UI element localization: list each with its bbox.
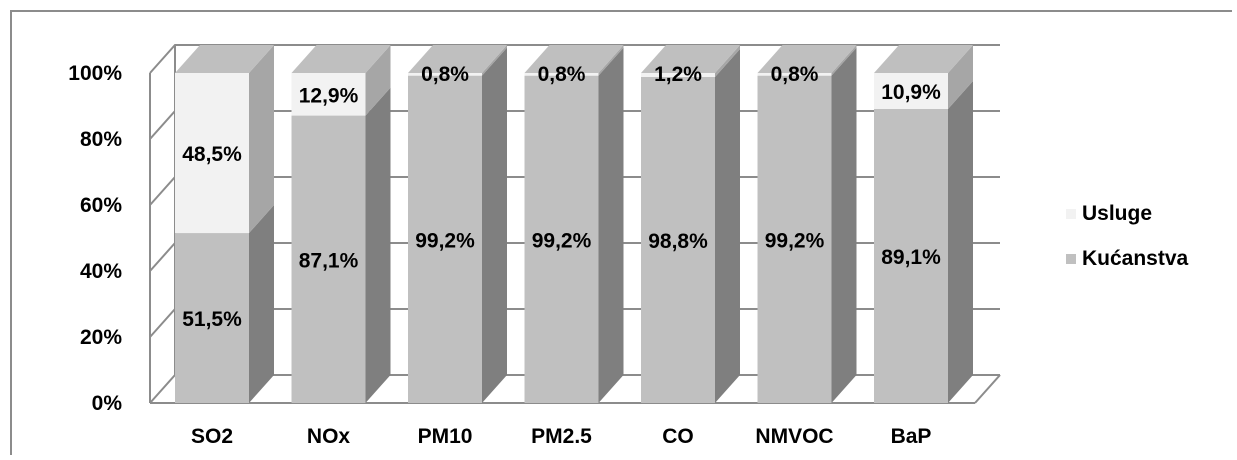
bar-top-face <box>874 45 973 73</box>
bar-segment-usluge <box>408 73 482 76</box>
data-label: 0,8% <box>421 63 469 86</box>
bar-top-face <box>175 45 274 73</box>
bar-segment-kucanstva <box>524 75 599 403</box>
bar-top-face <box>641 45 740 73</box>
y-tick-label: 40% <box>80 260 122 283</box>
bar-side-face <box>365 87 391 403</box>
bar-segment-kucanstva <box>291 115 366 403</box>
bar-segment-kucanstva <box>874 108 948 403</box>
data-label: 99,2% <box>765 229 825 252</box>
floor-right-edge <box>974 374 1001 404</box>
x-tick-label: CO <box>662 425 694 448</box>
bar-side-face <box>598 45 624 76</box>
x-tick-label: NMVOC <box>755 425 833 448</box>
legend-swatch <box>1066 254 1076 264</box>
legend-label: Usluge <box>1082 202 1152 225</box>
bar-side-face <box>249 45 274 234</box>
data-label: 1,2% <box>654 63 702 86</box>
data-label: 87,1% <box>299 249 359 272</box>
data-label: 48,5% <box>182 143 242 166</box>
legend-swatch <box>1066 209 1076 219</box>
data-label: 12,9% <box>299 84 359 107</box>
y-tick-label: 0% <box>92 392 123 415</box>
legend: Usluge Kućanstva <box>1066 202 1189 270</box>
x-tick-label: PM10 <box>418 425 473 448</box>
bar-segment-usluge <box>524 73 599 76</box>
data-label: 51,5% <box>182 308 242 331</box>
x-tick-label: NOx <box>307 425 351 448</box>
bar-side-face <box>249 205 274 403</box>
y-tick-label: 20% <box>80 326 122 349</box>
bar-side-face <box>482 47 507 403</box>
data-label: 89,1% <box>881 246 941 269</box>
bar-side-face <box>365 45 391 116</box>
bar-segment-kucanstva <box>408 75 482 403</box>
bar-segment-usluge <box>874 73 948 109</box>
bar-segment-kucanstva <box>757 75 832 403</box>
y-tick-label: 80% <box>80 128 122 151</box>
data-label: 99,2% <box>415 229 475 252</box>
y-tick-label: 60% <box>80 194 122 217</box>
y-tick-label: 100% <box>68 62 122 85</box>
bar-top-face <box>757 45 857 73</box>
bar-side-face <box>715 48 740 404</box>
bar-top-face <box>291 45 391 73</box>
data-label: 99,2% <box>532 229 592 252</box>
bar-side-face <box>948 80 973 403</box>
bar-side-face <box>948 45 973 109</box>
y-axis-ticks: 0% 20% 40% 60% 80% 100% <box>68 62 122 415</box>
bar-segment-usluge <box>175 73 249 234</box>
bar-segment-usluge <box>757 73 832 76</box>
x-axis-labels: SO2 NOx PM10 PM2.5 CO NMVOC BaP <box>191 425 931 448</box>
x-tick-label: PM2.5 <box>531 425 592 448</box>
bar-side-face <box>482 45 507 76</box>
x-tick-label: SO2 <box>191 425 233 448</box>
bar-side-face <box>831 45 857 76</box>
bar-top-face <box>408 45 507 73</box>
bars: 51,5% 48,5% 87,1% 12,9% 99,2% 0,8% 99,2% 0,8% 98… <box>175 45 973 404</box>
bar-segment-usluge <box>291 73 366 116</box>
chart-walls <box>149 45 176 403</box>
bar-segment-kucanstva <box>175 233 249 403</box>
chart-frame <box>10 10 1232 455</box>
bar-segment-usluge <box>641 73 715 77</box>
x-tick-label: BaP <box>891 425 932 448</box>
bar-side-face <box>831 47 857 403</box>
data-label: 10,9% <box>881 81 941 104</box>
bar-side-face <box>598 47 624 403</box>
data-label: 98,8% <box>648 230 708 253</box>
data-label: 0,8% <box>771 63 819 86</box>
legend-label: Kućanstva <box>1082 247 1189 270</box>
bar-segment-kucanstva <box>641 76 715 404</box>
data-label: 0,8% <box>538 63 586 86</box>
bar-top-face <box>524 45 624 73</box>
bar-side-face <box>715 45 740 77</box>
